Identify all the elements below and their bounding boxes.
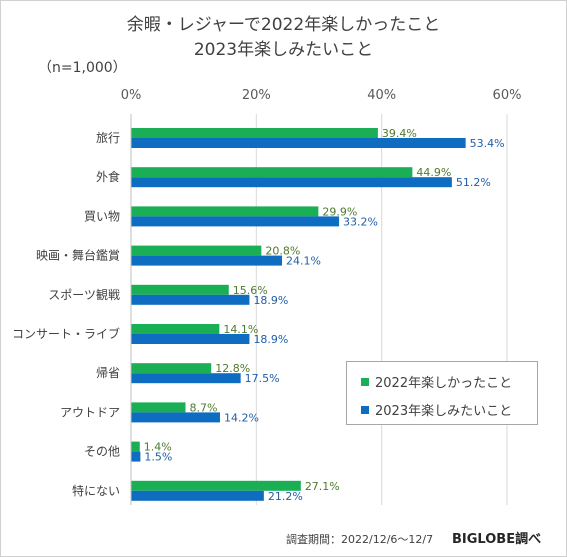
survey-period: 調査期間：2022/12/6〜12/7	[286, 533, 434, 546]
category-label-6: 帰省	[96, 366, 120, 380]
data-label-s0-5: 14.1%	[223, 323, 258, 336]
category-label-3: 映画・舞台鑑賞	[36, 248, 120, 263]
bar-s0-8	[131, 441, 140, 452]
data-label-s1-1: 51.2%	[456, 176, 491, 189]
bar-s0-3	[131, 245, 262, 256]
category-label-7: アウトドア	[60, 405, 120, 419]
x-tick-label-2: 40%	[367, 88, 396, 103]
legend-swatch-2022	[361, 377, 369, 386]
data-label-s0-0: 39.4%	[382, 127, 417, 140]
data-label-s1-7: 14.2%	[224, 411, 259, 424]
bar-s0-6	[131, 363, 212, 374]
category-label-0: 旅行	[96, 131, 120, 145]
bar-s0-1	[131, 167, 413, 178]
bar-s0-2	[131, 206, 319, 217]
bar-s1-8	[131, 451, 141, 462]
category-label-2: 買い物	[84, 209, 120, 223]
data-label-s0-6: 12.8%	[215, 362, 250, 375]
x-tick-label-0: 0%	[121, 88, 142, 103]
legend-item-2022: 2022年楽しかったこと	[361, 372, 513, 391]
data-label-s1-4: 18.9%	[253, 294, 288, 307]
sample-size-note: （n=1,000）	[38, 60, 127, 76]
bar-s1-5	[131, 334, 250, 344]
bar-s0-5	[131, 324, 220, 334]
bar-s1-4	[131, 294, 250, 305]
data-label-s1-0: 53.4%	[470, 137, 505, 150]
bar-s1-7	[131, 412, 220, 423]
legend-label-2023: 2023年楽しみたいこと	[375, 404, 513, 419]
data-label-s0-4: 15.6%	[233, 284, 268, 297]
data-label-s0-2: 29.9%	[322, 205, 357, 218]
chart-title-line-2: 2023年楽しみたいこと	[193, 40, 374, 60]
chart-legend: 2022年楽しかったこと 2023年楽しみたいこと	[346, 361, 538, 425]
data-label-s0-1: 44.9%	[416, 166, 451, 179]
bar-s0-7	[131, 402, 186, 413]
bar-s1-0	[131, 138, 466, 148]
bar-s0-9	[131, 480, 301, 491]
bar-s0-0	[131, 128, 378, 138]
bar-s1-9	[131, 490, 264, 501]
x-tick-label-3: 60%	[493, 88, 522, 103]
category-label-5: コンサート・ライブ	[12, 326, 120, 341]
data-label-s0-8: 1.4%	[144, 441, 172, 454]
category-label-8: その他	[84, 445, 120, 459]
category-label-1: 外食	[96, 169, 120, 184]
bar-s0-4	[131, 284, 229, 295]
legend-item-2023: 2023年楽しみたいこと	[361, 400, 513, 419]
category-label-9: 特にない	[72, 483, 120, 498]
legend-label-2022: 2022年楽しかったこと	[375, 376, 513, 391]
data-label-s1-2: 33.2%	[343, 215, 378, 228]
data-label-s1-5: 18.9%	[253, 333, 288, 346]
data-label-s1-3: 24.1%	[286, 255, 321, 268]
data-label-s1-6: 17.5%	[245, 372, 280, 385]
data-label-s0-9: 27.1%	[305, 480, 340, 493]
data-label-s1-9: 21.2%	[268, 490, 303, 503]
bar-s1-3	[131, 255, 283, 266]
bar-s1-2	[131, 216, 340, 227]
chart-title-line-1: 余暇・レジャーで2022年楽しかったこと	[126, 15, 441, 35]
legend-swatch-2023	[361, 405, 369, 414]
data-label-s0-7: 8.7%	[190, 401, 218, 414]
bar-s1-6	[131, 373, 241, 384]
data-label-s0-3: 20.8%	[265, 245, 300, 258]
x-tick-label-1: 20%	[242, 88, 271, 103]
source-brand: BIGLOBE調べ	[452, 532, 542, 547]
data-label-s1-8: 1.5%	[144, 451, 172, 464]
bar-s1-1	[131, 177, 452, 188]
category-label-4: スポーツ観戦	[48, 288, 120, 302]
